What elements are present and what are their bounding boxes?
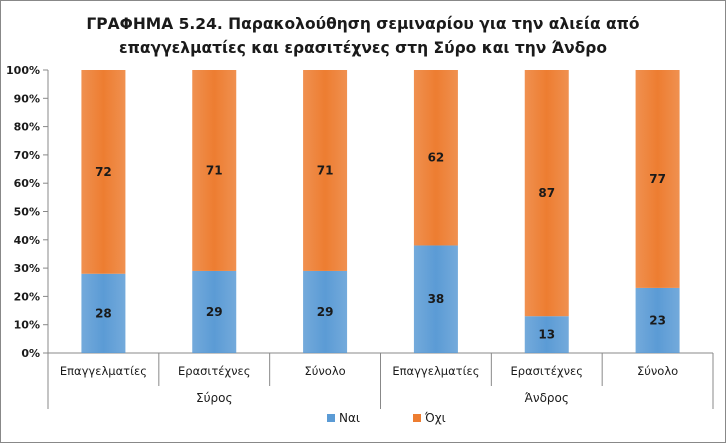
legend-swatch	[327, 414, 335, 422]
legend: Ναι Όχι	[327, 411, 446, 425]
y-tick-label: 90%	[14, 92, 40, 105]
plot-area: 0% 10% 20% 30% 40% 50% 60% 70% 80% 90% 100% Σύρος Άν…	[6, 64, 714, 409]
category-label: Επαγγελματίες	[60, 364, 147, 378]
data-label: 87	[538, 186, 555, 200]
bar-segment-no	[81, 70, 126, 274]
legend-label: Όχι	[424, 411, 446, 425]
legend-label: Ναι	[339, 411, 360, 425]
data-label: 71	[317, 163, 334, 177]
group-label: Σύρος	[196, 391, 233, 405]
y-tick-label: 80%	[14, 121, 40, 134]
category-label: Ερασιτέχνες	[511, 364, 584, 378]
category-label: Σύνολο	[304, 364, 345, 378]
data-label: 29	[317, 305, 334, 319]
y-tick-label: 30%	[14, 262, 40, 275]
bar-segment-no	[303, 70, 348, 271]
category-label: Σύνολο	[637, 364, 678, 378]
y-tick-label: 50%	[14, 206, 40, 219]
group-label: Άνδρος	[525, 391, 569, 405]
bar-segment-yes	[81, 273, 126, 353]
legend-swatch	[413, 414, 421, 422]
data-label: 29	[206, 305, 223, 319]
data-label: 23	[649, 313, 666, 327]
data-label: 72	[95, 165, 112, 179]
data-label: 71	[206, 163, 223, 177]
y-tick-label: 60%	[14, 177, 40, 190]
data-label: 28	[95, 306, 112, 320]
y-tick-label: 70%	[14, 149, 40, 162]
data-label: 13	[538, 328, 555, 342]
data-label: 77	[649, 172, 666, 186]
bar-segment-no	[192, 70, 237, 271]
y-tick-label: 40%	[14, 234, 40, 247]
bar-segment-yes	[635, 287, 680, 353]
data-label: 38	[428, 292, 445, 306]
bar-segment-yes	[303, 270, 348, 353]
chart-title-line-2: επαγγελματίες και ερασιτέχνες στη Σύρο κ…	[119, 39, 607, 57]
category-label: Ερασιτέχνες	[178, 364, 251, 378]
bar-segment-no	[635, 70, 680, 288]
y-tick-label: 20%	[14, 290, 40, 303]
category-label: Επαγγελματίες	[392, 364, 479, 378]
bar-segment-yes	[413, 245, 458, 353]
bar-segment-no	[524, 70, 569, 317]
bar-segment-no	[413, 70, 458, 246]
y-tick-label: 100%	[6, 64, 40, 77]
bar-segment-yes	[524, 316, 569, 353]
y-tick-label: 10%	[14, 319, 40, 332]
y-tick-label: 0%	[21, 347, 40, 360]
bar-segment-yes	[192, 270, 237, 353]
data-label: 62	[428, 151, 445, 165]
chart-title-line-1: ΓΡΑΦΗΜΑ 5.24. Παρακολούθηση σεμιναρίου γ…	[86, 15, 639, 33]
